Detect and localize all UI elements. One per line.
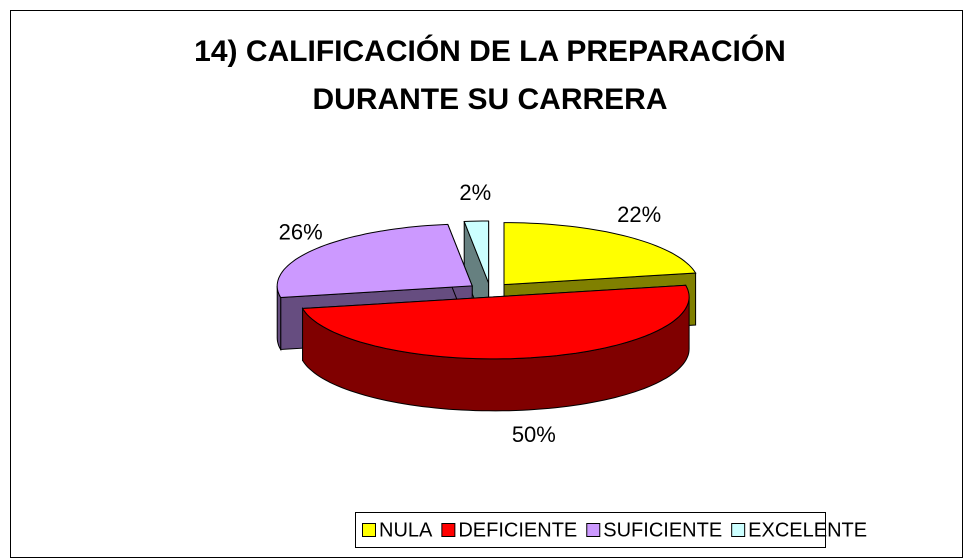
legend-swatch [586,523,601,537]
legend-label: SUFICIENTE [603,519,722,541]
slice [301,284,690,412]
data-label: 22% [617,202,661,227]
legend-swatch [731,523,746,537]
slice-top [276,223,473,299]
legend-label: EXCELENTE [748,519,867,541]
legend-label: DEFICIENTE [458,519,577,541]
legend-label: NULA [379,519,433,541]
data-label: 26% [279,219,323,244]
legend-swatch [362,523,376,537]
slice-top [503,222,697,286]
data-label: 50% [512,422,556,447]
slice-top [301,284,690,360]
legend-swatch [441,523,456,537]
data-label: 2% [459,180,491,205]
chart-title: 14) CALIFICACIÓN DE LA PREPARACIÓN DURAN… [194,35,786,116]
slice-top [463,220,490,284]
